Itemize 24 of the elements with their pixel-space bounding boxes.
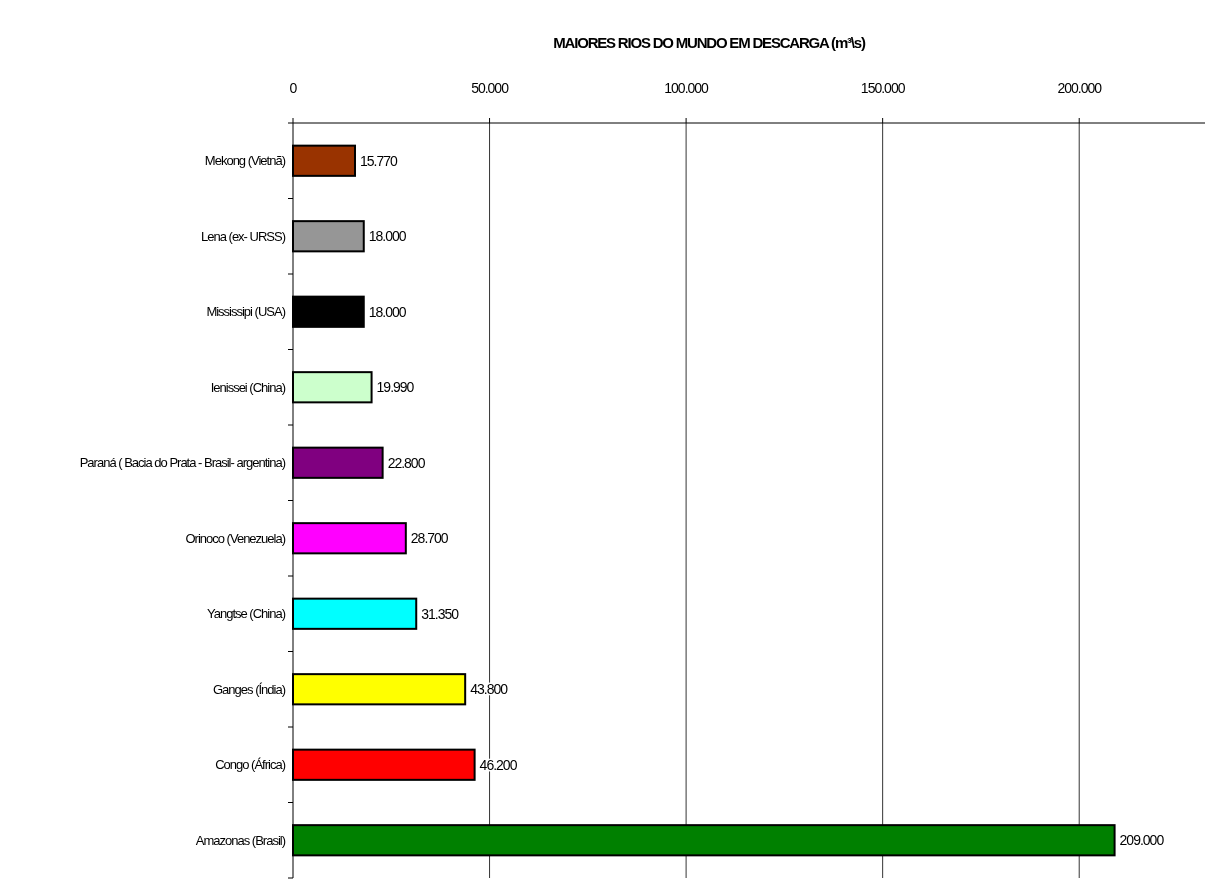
x-tick-label: 200.000 [1057,80,1103,96]
y-tick-label: Mekong (Vietnã) [204,153,286,169]
data-label: 15.770 [359,152,399,169]
x-tick-label: 150.000 [860,80,906,96]
y-tick-label: Yangtse (China) [207,606,286,622]
y-tick-label: Lena (ex- URSS) [201,228,286,244]
y-tick-label: Ganges (Índia) [213,681,286,697]
chart-title: MAIORES RIOS DO MUNDO EM DESCARGA (m³\s) [553,34,866,51]
y-tick-label: Orinoco (Venezuela) [185,530,286,546]
data-label: 209.000 [1119,832,1165,849]
x-tick-label: 50.000 [471,80,510,96]
y-tick-label: Amazonas (Brasil) [195,832,286,848]
data-label: 22.800 [387,454,426,471]
data-label: 19.990 [376,379,415,396]
y-tick-label: Mississipi (USA) [206,304,286,320]
data-label: 28.700 [410,530,449,547]
data-label: 18.000 [368,228,407,245]
data-label: 31.350 [421,605,460,622]
data-label: 18.000 [368,303,407,320]
x-tick-label: 100.000 [664,80,710,96]
y-tick-label: Paraná ( Bacia do Prata - Brasil- argentina) [79,455,286,471]
y-tick-label: Congo (África) [215,757,286,773]
x-tick-label: 0 [289,80,298,96]
y-tick-label: Ienissei (China) [210,379,286,395]
